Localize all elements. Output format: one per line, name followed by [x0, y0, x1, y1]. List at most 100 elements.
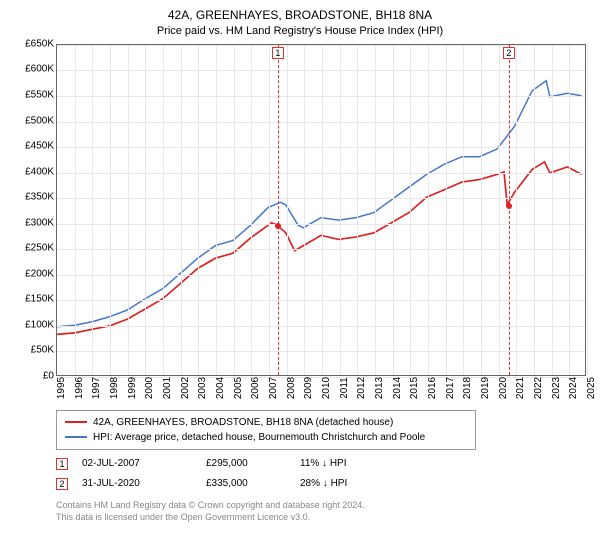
- sale-row: 102-JUL-2007£295,00011% ↓ HPI: [56, 458, 586, 470]
- x-gridline: [516, 45, 517, 375]
- y-tick-label: £500K: [25, 115, 54, 126]
- x-tick-label: 1995: [56, 377, 67, 399]
- x-tick-label: 2017: [445, 377, 456, 399]
- event-vline: [509, 45, 510, 375]
- x-gridline: [340, 45, 341, 375]
- y-tick-label: £650K: [25, 38, 54, 49]
- gridline: [57, 300, 585, 301]
- x-tick-label: 2018: [462, 377, 473, 399]
- x-gridline: [428, 45, 429, 375]
- event-vline: [278, 45, 279, 375]
- x-tick-label: 2024: [568, 377, 579, 399]
- x-tick-label: 1996: [74, 377, 85, 399]
- x-gridline: [446, 45, 447, 375]
- x-gridline: [75, 45, 76, 375]
- gridline: [57, 224, 585, 225]
- x-gridline: [534, 45, 535, 375]
- x-gridline: [145, 45, 146, 375]
- x-tick-label: 2011: [339, 377, 350, 399]
- gridline: [57, 122, 585, 123]
- x-tick-label: 2004: [215, 377, 226, 399]
- sales-list: 102-JUL-2007£295,00011% ↓ HPI231-JUL-202…: [14, 458, 586, 490]
- x-tick-label: 1997: [91, 377, 102, 399]
- x-tick-label: 2023: [551, 377, 562, 399]
- x-tick-label: 2003: [197, 377, 208, 399]
- y-tick-label: £550K: [25, 89, 54, 100]
- sale-point: [275, 223, 281, 229]
- x-tick-label: 2010: [321, 377, 332, 399]
- x-gridline: [499, 45, 500, 375]
- sale-date: 02-JUL-2007: [82, 458, 192, 469]
- x-gridline: [375, 45, 376, 375]
- x-gridline: [163, 45, 164, 375]
- y-tick-label: £600K: [25, 64, 54, 75]
- x-gridline: [198, 45, 199, 375]
- chart-subtitle: Price paid vs. HM Land Registry's House …: [14, 24, 586, 38]
- x-gridline: [322, 45, 323, 375]
- sale-price: £335,000: [206, 478, 286, 489]
- x-tick-label: 2021: [515, 377, 526, 399]
- plot-area: 12: [56, 44, 586, 376]
- series-line: [57, 162, 582, 335]
- footer-line2: This data is licensed under the Open Gov…: [56, 512, 586, 524]
- y-axis: £0£50K£100K£150K£200K£250K£300K£350K£400…: [14, 44, 56, 376]
- x-tick-label: 1998: [109, 377, 120, 399]
- x-gridline: [552, 45, 553, 375]
- chart-area: £0£50K£100K£150K£200K£250K£300K£350K£400…: [14, 44, 586, 404]
- sale-price: £295,000: [206, 458, 286, 469]
- x-gridline: [357, 45, 358, 375]
- x-tick-label: 2014: [392, 377, 403, 399]
- x-gridline: [128, 45, 129, 375]
- y-tick-label: £250K: [25, 243, 54, 254]
- y-tick-label: £100K: [25, 319, 54, 330]
- legend-swatch: [65, 436, 87, 438]
- y-tick-label: £200K: [25, 268, 54, 279]
- x-gridline: [569, 45, 570, 375]
- legend-item: HPI: Average price, detached house, Bour…: [65, 430, 467, 445]
- x-gridline: [287, 45, 288, 375]
- x-tick-label: 2016: [427, 377, 438, 399]
- x-tick-label: 2020: [498, 377, 509, 399]
- x-tick-label: 2000: [144, 377, 155, 399]
- x-tick-label: 2025: [586, 377, 597, 399]
- legend: 42A, GREENHAYES, BROADSTONE, BH18 8NA (d…: [56, 410, 476, 450]
- gridline: [57, 249, 585, 250]
- x-gridline: [481, 45, 482, 375]
- y-tick-label: £50K: [31, 345, 54, 356]
- chart-title: 42A, GREENHAYES, BROADSTONE, BH18 8NA: [14, 8, 586, 24]
- y-tick-label: £400K: [25, 166, 54, 177]
- x-tick-label: 1999: [127, 377, 138, 399]
- sale-delta: 28% ↓ HPI: [300, 478, 400, 489]
- x-tick-label: 2007: [268, 377, 279, 399]
- gridline: [57, 198, 585, 199]
- x-gridline: [251, 45, 252, 375]
- y-tick-label: £350K: [25, 192, 54, 203]
- x-gridline: [234, 45, 235, 375]
- gridline: [57, 96, 585, 97]
- x-tick-label: 2012: [356, 377, 367, 399]
- sale-badge: 2: [56, 478, 68, 490]
- x-gridline: [463, 45, 464, 375]
- x-tick-label: 2022: [533, 377, 544, 399]
- x-gridline: [181, 45, 182, 375]
- event-marker: 2: [503, 47, 515, 59]
- legend-swatch: [65, 421, 87, 423]
- y-tick-label: £0: [43, 370, 54, 381]
- gridline: [57, 275, 585, 276]
- x-gridline: [216, 45, 217, 375]
- footer: Contains HM Land Registry data © Crown c…: [56, 500, 586, 523]
- gridline: [57, 147, 585, 148]
- x-tick-label: 2005: [233, 377, 244, 399]
- x-tick-label: 2009: [303, 377, 314, 399]
- gridline: [57, 326, 585, 327]
- sale-badge: 1: [56, 458, 68, 470]
- sale-point: [506, 203, 512, 209]
- x-tick-label: 2008: [286, 377, 297, 399]
- x-gridline: [587, 45, 588, 375]
- x-gridline: [304, 45, 305, 375]
- gridline: [57, 70, 585, 71]
- event-marker: 1: [272, 47, 284, 59]
- legend-item: 42A, GREENHAYES, BROADSTONE, BH18 8NA (d…: [65, 415, 467, 430]
- x-tick-label: 2001: [162, 377, 173, 399]
- x-tick-label: 2006: [250, 377, 261, 399]
